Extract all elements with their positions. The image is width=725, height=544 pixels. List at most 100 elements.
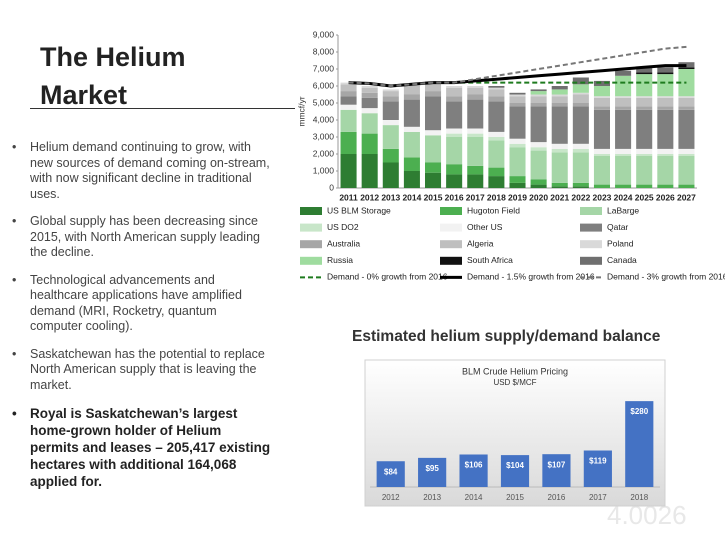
bar-segment — [636, 155, 653, 185]
bar-segment — [467, 133, 484, 137]
demand-line — [348, 45, 687, 88]
x-tick-label: 2019 — [508, 192, 527, 202]
bar-segment — [425, 91, 442, 97]
bar-segment — [636, 97, 653, 107]
bar-segment — [403, 99, 420, 127]
value-label: $119 — [589, 457, 607, 466]
bar-segment — [488, 87, 505, 90]
legend-swatch — [300, 207, 322, 215]
legend-label: Demand - 3% growth from 2016 — [607, 272, 725, 282]
bar-segment — [551, 143, 568, 149]
x-tick-label: 2016 — [548, 493, 566, 502]
bar-segment — [467, 137, 484, 166]
bar-segment — [425, 162, 442, 173]
x-tick-label: 2016 — [445, 192, 464, 202]
bar-segment — [509, 138, 526, 144]
bar-segment — [488, 131, 505, 137]
bar-segment — [551, 182, 568, 187]
bar — [625, 401, 654, 487]
x-tick-label: 2026 — [656, 192, 675, 202]
bar-segment — [593, 96, 610, 98]
bar — [500, 455, 530, 487]
bar-segment — [551, 86, 568, 90]
y-tick-label: 7,000 — [313, 63, 335, 73]
bar-segment — [678, 155, 695, 185]
y-axis-label: mmcf/yr — [296, 96, 306, 126]
bar-segment — [572, 84, 589, 93]
bar-segment — [403, 131, 420, 158]
bar — [583, 450, 612, 487]
y-tick-label: 2,000 — [313, 148, 335, 158]
bar-segment — [572, 186, 589, 188]
bar-segment — [551, 152, 568, 183]
bar-segment — [530, 103, 547, 107]
bar-segment — [572, 182, 589, 187]
bar-segment — [509, 92, 526, 95]
bar-segment — [509, 182, 526, 188]
bar-segment — [636, 72, 653, 75]
y-tick-label: 5,000 — [313, 97, 335, 107]
bar-segment — [446, 87, 463, 97]
bar-segment — [530, 150, 547, 180]
x-tick-label: 2014 — [402, 192, 421, 202]
bar-segment — [572, 77, 589, 85]
value-label: $95 — [425, 464, 439, 473]
bar-segment — [425, 172, 442, 188]
bar-segment — [361, 133, 378, 154]
bar-segment — [382, 101, 399, 120]
bar-segment — [530, 106, 547, 143]
bar-segment — [636, 184, 653, 188]
bar-segment — [678, 154, 695, 156]
bar-segment — [361, 97, 378, 109]
bar-segment — [382, 162, 399, 188]
bar-segment — [657, 109, 674, 149]
bar-segment — [509, 147, 526, 177]
bar-segment — [382, 91, 399, 97]
bar-segment — [636, 109, 653, 149]
legend-label: Poland — [607, 238, 634, 248]
bar-segment — [657, 97, 674, 107]
bar-segment — [572, 143, 589, 149]
bar-segment — [551, 186, 568, 188]
bar-segment — [446, 137, 463, 165]
bar — [459, 454, 488, 487]
bar-segment — [446, 128, 463, 134]
legend-label: Hugoton Field — [467, 205, 520, 215]
x-tick-label: 2012 — [382, 493, 400, 502]
bar-segment — [593, 86, 610, 97]
bar-segment — [403, 86, 420, 95]
bar-segment — [593, 154, 610, 156]
value-label: $84 — [384, 467, 398, 476]
bar-segment — [488, 96, 505, 102]
bar-segment — [572, 94, 589, 103]
bar-segment — [361, 113, 378, 134]
legend-label: Australia — [327, 238, 360, 248]
bar-segment — [530, 142, 547, 148]
legend-swatch — [580, 223, 602, 232]
bar-segment — [530, 91, 547, 95]
bar-segment — [615, 75, 632, 97]
bar-segment — [593, 155, 610, 185]
bar-segment — [657, 67, 674, 73]
bar-segment — [615, 154, 632, 156]
bar-segment — [572, 103, 589, 107]
bar-segment — [615, 97, 632, 107]
bar-segment — [593, 97, 610, 107]
bar-segment — [678, 184, 695, 188]
legend-swatch — [300, 256, 322, 265]
bullet: Helium demand continuing to grow, with n… — [10, 140, 272, 202]
x-tick-label: 2015 — [424, 192, 443, 202]
legend-label: LaBarge — [607, 205, 639, 215]
bar-segment — [678, 97, 695, 107]
bar-segment — [340, 154, 357, 188]
bar-segment — [636, 74, 653, 97]
bullet: Royal is Saskatchewan’s largest home-gro… — [10, 405, 272, 490]
bar-segment — [636, 154, 653, 156]
x-tick-label: 2025 — [635, 192, 654, 202]
y-tick-label: 3,000 — [313, 131, 335, 141]
legend-label: Russia — [327, 255, 353, 265]
bar-segment — [446, 164, 463, 175]
bar-segment — [403, 94, 420, 100]
x-tick-label: 2013 — [381, 192, 400, 202]
